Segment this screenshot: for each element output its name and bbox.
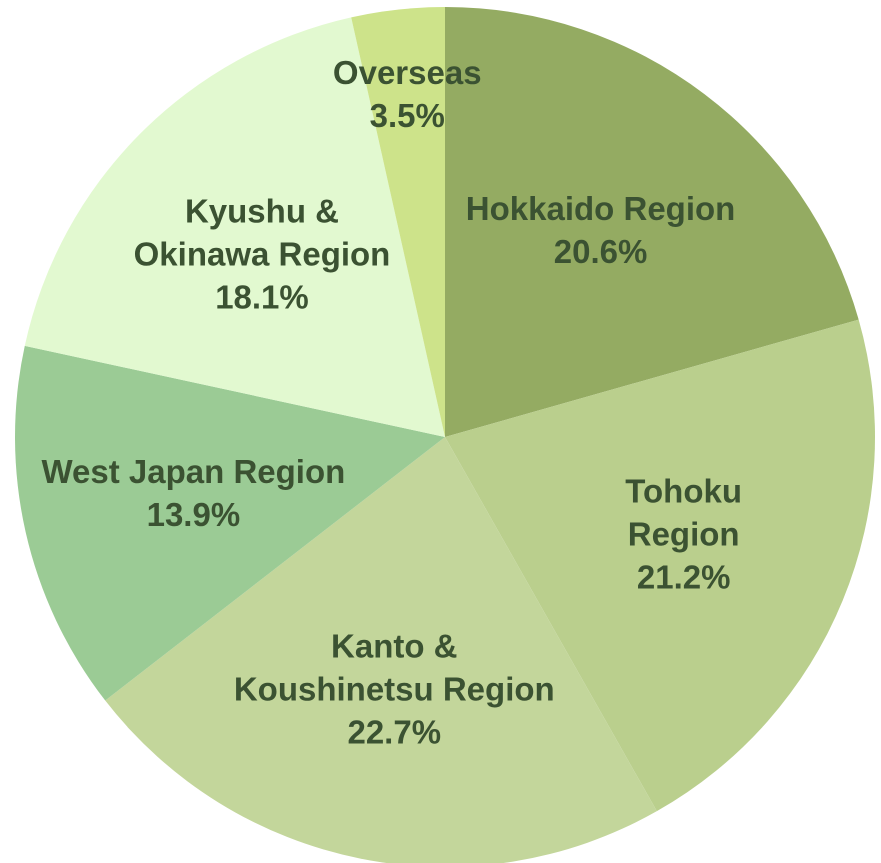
category-label: Kyushu & Okinawa Region (133, 192, 391, 273)
slice-label: Tohoku Region 21.2% (585, 471, 782, 600)
slice-label: Overseas 3.5% (333, 52, 482, 138)
value-label: 20.6% (553, 233, 648, 271)
slice-label: Kyushu & Okinawa Region 18.1% (134, 191, 391, 320)
value-label: 18.1% (215, 278, 309, 316)
pie-slice (351, 7, 445, 437)
pie-slice (24, 17, 445, 437)
category-label: Tohoku Region (625, 472, 742, 553)
value-label: 21.2% (636, 558, 731, 596)
category-label: West Japan Region (41, 453, 346, 491)
category-label: Overseas (332, 54, 482, 92)
pie-slice (445, 319, 875, 812)
value-label: 22.7% (347, 713, 442, 751)
category-label: Kanto & Koushinetsu Region (233, 627, 555, 708)
pie-slice (14, 345, 445, 701)
value-label: 13.9% (146, 496, 241, 534)
slice-label: West Japan Region 13.9% (41, 451, 345, 537)
slice-label: Hokkaido Region 20.6% (466, 188, 736, 274)
slice-label: Kanto & Koushinetsu Region 22.7% (234, 626, 555, 755)
category-label: Hokkaido Region (465, 190, 736, 228)
pie-slice (105, 437, 657, 863)
value-label: 3.5% (369, 97, 445, 135)
pie-slice (445, 7, 859, 437)
